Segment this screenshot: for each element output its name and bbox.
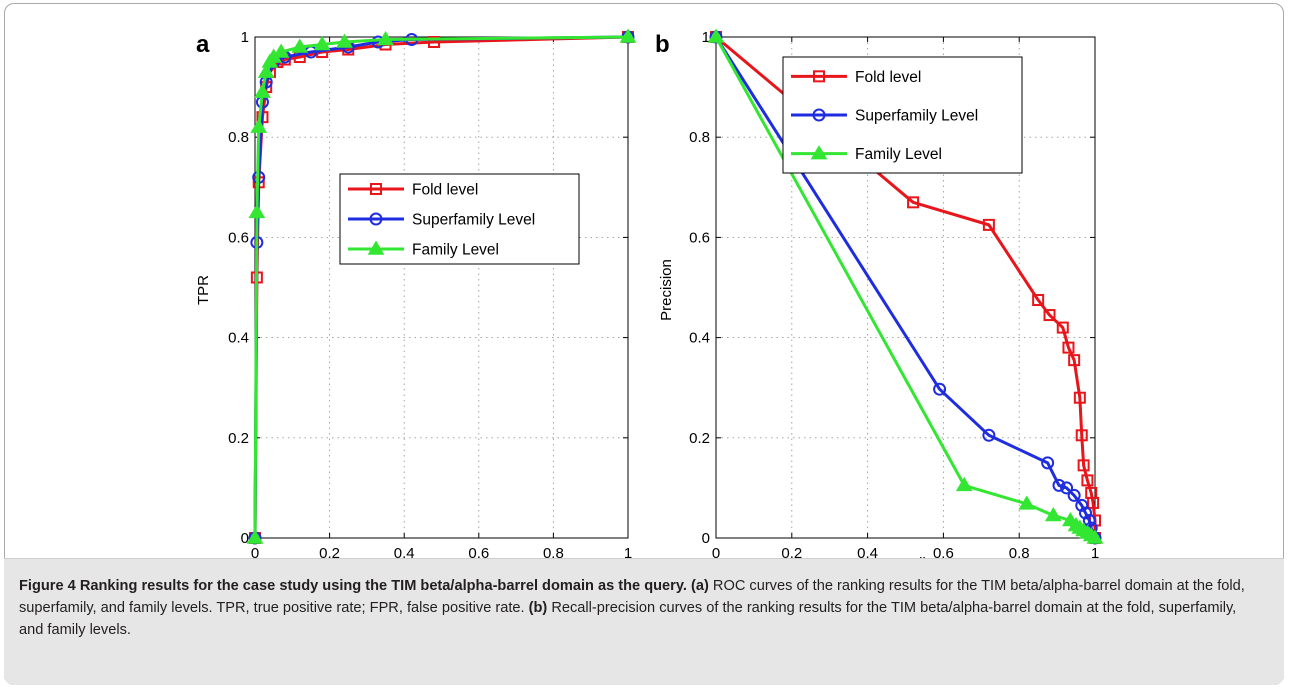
legend-swatch-marker (813, 70, 825, 83)
data-point (707, 28, 725, 43)
panel-a-roc-chart: 0 0.2 0.4 0.6 0.8 1 0 0.2 0.4 0.6 0.8 1 FPR TPR a Fold … (195, 28, 637, 560)
y-axis-label: Precision (658, 259, 675, 321)
legend: Fold level Superfamily Level Family Level (782, 56, 1023, 174)
data-point (1075, 498, 1089, 512)
caption-part-b-label: (b) (528, 600, 548, 616)
x-tick-label: 0.2 (781, 545, 802, 560)
x-tick-label: 1 (1091, 545, 1099, 560)
x-tick-label: 0.6 (468, 545, 489, 560)
x-axis-label: FPR (426, 555, 456, 560)
y-tick-label: 1 (702, 29, 710, 46)
data-point (1067, 488, 1081, 502)
y-tick-label: 0.2 (689, 430, 710, 447)
figure-caption: Figure 4 Ranking results for the case st… (19, 575, 1264, 641)
x-tick-label: 0.6 (933, 545, 954, 560)
y-axis-label: TPR (195, 275, 212, 305)
data-point (1087, 496, 1100, 509)
data-point (291, 38, 309, 53)
y-tick-label: 0 (702, 530, 710, 547)
caption-part-a-label: (a) (691, 578, 709, 594)
y-tick-label: 0 (241, 530, 249, 547)
y-tick-label: 0.8 (228, 129, 249, 146)
x-tick-label: 0.8 (1009, 545, 1030, 560)
axes-box (254, 36, 629, 539)
x-tick-label: 0 (712, 545, 720, 560)
legend-entry: Superfamily Level (412, 212, 535, 229)
y-tick-label: 0.2 (228, 430, 249, 447)
data-point (336, 33, 353, 48)
x-tick-label: 0.4 (857, 545, 878, 560)
data-point (933, 382, 947, 396)
series-family-level (246, 28, 637, 544)
data-point (377, 31, 394, 46)
legend-swatch-marker (812, 108, 826, 122)
legend-entry: Family Level (855, 146, 942, 163)
data-point (248, 203, 266, 219)
y-tick-label: 0.6 (689, 229, 710, 246)
x-tick-label: 0.8 (543, 545, 564, 560)
panel-letter: a (196, 31, 210, 58)
data-point (1052, 478, 1066, 492)
data-point (313, 36, 331, 51)
data-point (1086, 529, 1104, 544)
data-point (254, 83, 271, 98)
data-point (1077, 459, 1090, 472)
caption-title: Figure 4 Ranking results for the case st… (19, 578, 687, 594)
data-point (272, 43, 290, 58)
x-axis-label: Recall (884, 555, 926, 560)
x-tick-label: 0.4 (394, 545, 415, 560)
x-tick-label: 0 (251, 545, 259, 560)
data-point (982, 218, 995, 231)
legend-entry: Fold level (412, 182, 478, 199)
data-point (257, 63, 275, 78)
data-point (1079, 506, 1093, 520)
data-point (1073, 391, 1086, 404)
data-point (1062, 341, 1075, 354)
legend-entry: Fold level (855, 69, 921, 86)
data-point (1068, 354, 1081, 367)
y-tick-label: 0.6 (228, 229, 249, 246)
data-point (982, 428, 996, 442)
legend: Fold level Superfamily Level Family Level (339, 173, 580, 265)
data-point (1082, 513, 1096, 527)
legend-swatch-marker (810, 145, 828, 160)
y-tick-label: 0.8 (689, 129, 710, 146)
x-tick-label: 1 (624, 545, 632, 560)
y-tick-label: 1 (241, 29, 249, 46)
legend-entry: Family Level (412, 242, 499, 259)
data-point (1032, 294, 1045, 307)
data-point (1043, 309, 1056, 322)
data-point (955, 476, 973, 492)
data-point (1056, 321, 1069, 334)
data-point (428, 36, 441, 49)
legend-entry: Superfamily Level (855, 108, 978, 125)
legend-swatch-marker (370, 183, 382, 195)
y-tick-label: 0.4 (228, 330, 249, 347)
data-point (1060, 481, 1074, 495)
caption-part-a-text: ROC curves of the ranking results for th… (19, 578, 1245, 616)
data-point (1044, 506, 1062, 522)
data-point (1018, 495, 1036, 510)
y-tick-label: 0.4 (689, 330, 710, 347)
series-family-level (707, 28, 1104, 544)
panel-b-recall-precision-chart: 0 0.2 0.4 0.6 0.8 1 0 0.2 0.4 0.6 0.8 1 Recall Precis… (655, 28, 1104, 560)
data-point (1081, 474, 1094, 487)
legend-swatch-marker (367, 240, 385, 255)
data-point (246, 529, 264, 544)
panel-letter: b (655, 31, 670, 58)
legend-swatch-marker (369, 212, 383, 226)
caption-box: Figure 4 Ranking results for the case st… (4, 558, 1284, 685)
data-point (907, 196, 920, 209)
data-point (1041, 456, 1055, 470)
data-point (250, 118, 268, 133)
data-point (619, 28, 637, 43)
caption-part-b-text: Recall-precision curves of the ranking r… (19, 600, 1237, 638)
data-point (1075, 429, 1088, 442)
figure-canvas: 0 0.2 0.4 0.6 0.8 1 0 0.2 0.4 0.6 0.8 1 FPR TPR a Fold … (195, 28, 1104, 560)
x-tick-label: 0.2 (319, 545, 340, 560)
